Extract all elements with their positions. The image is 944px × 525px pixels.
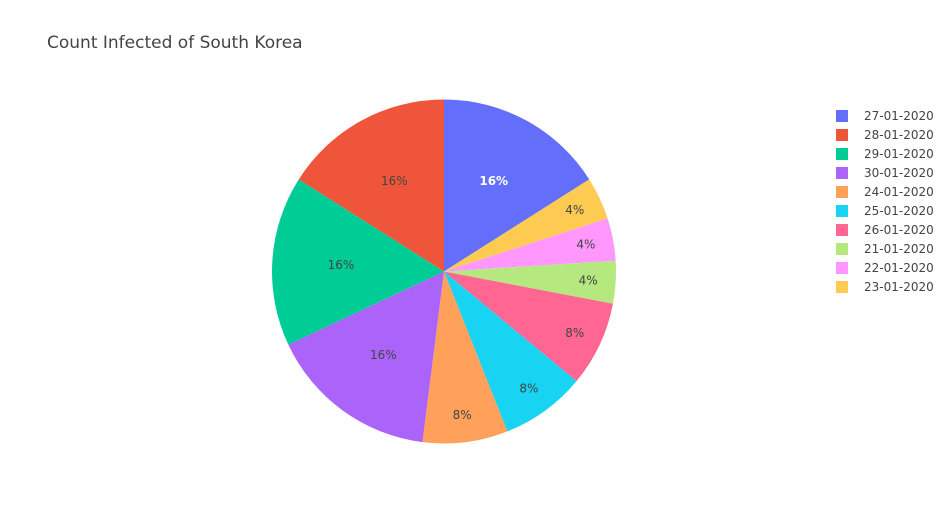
pie-slice-30-01-2020[interactable] xyxy=(288,271,444,443)
slice-label-28-01-2020: 16% xyxy=(381,174,408,188)
slice-label-23-01-2020: 4% xyxy=(565,203,584,217)
legend-label: 28-01-2020 xyxy=(864,127,934,142)
legend-swatch xyxy=(836,166,848,179)
slice-label-30-01-2020: 16% xyxy=(370,348,397,362)
slice-label-27-01-2020: 16% xyxy=(479,174,508,188)
legend-label: 25-01-2020 xyxy=(864,203,934,218)
slice-label-26-01-2020: 8% xyxy=(565,326,584,340)
legend-item-30-01-2020[interactable]: 30-01-2020 xyxy=(836,163,934,182)
legend-swatch xyxy=(836,204,848,217)
legend-item-28-01-2020[interactable]: 28-01-2020 xyxy=(836,125,934,144)
pie-slice-26-01-2020[interactable] xyxy=(444,271,613,382)
legend-item-26-01-2020[interactable]: 26-01-2020 xyxy=(836,220,934,239)
slice-label-21-01-2020: 4% xyxy=(579,274,598,288)
legend-label: 27-01-2020 xyxy=(864,108,934,123)
slice-label-22-01-2020: 4% xyxy=(576,237,595,251)
legend-item-22-01-2020[interactable]: 22-01-2020 xyxy=(836,258,934,277)
legend-label: 24-01-2020 xyxy=(864,184,934,199)
pie-slice-25-01-2020[interactable] xyxy=(444,271,577,432)
legend-item-21-01-2020[interactable]: 21-01-2020 xyxy=(836,239,934,258)
pie-slice-28-01-2020[interactable] xyxy=(298,99,444,272)
pie-slice-24-01-2020[interactable] xyxy=(422,271,508,444)
legend-item-23-01-2020[interactable]: 23-01-2020 xyxy=(836,277,934,296)
legend-label: 23-01-2020 xyxy=(864,279,934,294)
legend-swatch xyxy=(836,261,848,274)
pie-slice-21-01-2020[interactable] xyxy=(444,260,616,304)
legend-label: 29-01-2020 xyxy=(864,146,934,161)
pie-slice-23-01-2020[interactable] xyxy=(444,179,608,272)
legend: 27-01-2020 28-01-2020 29-01-2020 30-01-2020… xyxy=(836,106,934,296)
pie-slice-22-01-2020[interactable] xyxy=(444,218,616,272)
slice-label-24-01-2020: 8% xyxy=(453,408,472,422)
legend-label: 21-01-2020 xyxy=(864,241,934,256)
chart-title: Count Infected of South Korea xyxy=(47,33,303,53)
legend-swatch xyxy=(836,185,848,198)
legend-swatch xyxy=(836,109,848,122)
legend-swatch xyxy=(836,242,848,255)
legend-swatch xyxy=(836,147,848,160)
legend-label: 26-01-2020 xyxy=(864,222,934,237)
pie-slice-27-01-2020[interactable] xyxy=(444,99,590,272)
legend-label: 22-01-2020 xyxy=(864,260,934,275)
legend-swatch xyxy=(836,128,848,141)
legend-item-25-01-2020[interactable]: 25-01-2020 xyxy=(836,201,934,220)
legend-swatch xyxy=(836,280,848,293)
legend-item-27-01-2020[interactable]: 27-01-2020 xyxy=(836,106,934,125)
pie-slice-29-01-2020[interactable] xyxy=(272,179,444,345)
legend-swatch xyxy=(836,223,848,236)
slice-label-25-01-2020: 8% xyxy=(519,381,538,395)
legend-item-24-01-2020[interactable]: 24-01-2020 xyxy=(836,182,934,201)
legend-item-29-01-2020[interactable]: 29-01-2020 xyxy=(836,144,934,163)
legend-label: 30-01-2020 xyxy=(864,165,934,180)
slice-label-29-01-2020: 16% xyxy=(328,258,355,272)
